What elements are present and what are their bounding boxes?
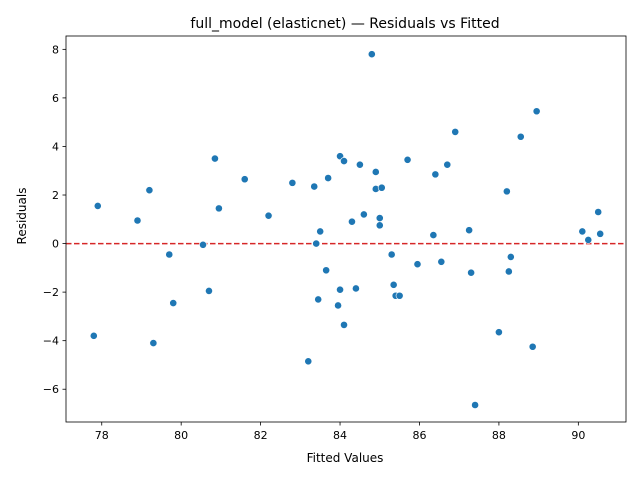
x-tick-label: 82 bbox=[254, 429, 268, 442]
data-point bbox=[578, 227, 587, 236]
data-point bbox=[429, 231, 438, 239]
data-point bbox=[584, 236, 593, 244]
data-point bbox=[506, 253, 515, 261]
data-point bbox=[367, 50, 376, 59]
data-point bbox=[375, 221, 384, 230]
data-point bbox=[264, 211, 273, 220]
data-point bbox=[211, 154, 219, 163]
data-point bbox=[356, 160, 364, 169]
data-point bbox=[205, 287, 213, 295]
data-point bbox=[465, 226, 474, 235]
data-point bbox=[310, 182, 319, 191]
data-point bbox=[413, 260, 422, 269]
data-point bbox=[316, 227, 325, 236]
data-point bbox=[336, 285, 344, 294]
x-tick-label: 78 bbox=[95, 429, 109, 442]
data-point bbox=[403, 155, 412, 164]
data-point bbox=[516, 132, 525, 141]
data-point bbox=[437, 257, 446, 266]
x-tick-label: 80 bbox=[174, 429, 188, 442]
data-point bbox=[594, 208, 603, 216]
data-point bbox=[149, 339, 158, 348]
y-tick-label: −2 bbox=[43, 286, 59, 299]
data-point bbox=[443, 160, 452, 169]
data-point bbox=[324, 174, 333, 182]
data-point bbox=[371, 168, 380, 176]
data-point bbox=[596, 229, 605, 238]
data-point bbox=[288, 178, 297, 187]
data-point bbox=[495, 328, 503, 337]
y-axis-label: Residuals bbox=[15, 188, 29, 245]
data-point bbox=[467, 268, 476, 277]
plot-area: 78 80 82 84 86 88 90 −6 −4 −2 0 2 4 6 8 bbox=[43, 35, 627, 442]
y-tick-label: −4 bbox=[43, 335, 59, 348]
x-tick-label: 90 bbox=[571, 429, 585, 442]
data-point bbox=[377, 183, 386, 192]
plot-frame bbox=[65, 35, 627, 423]
y-tick-label: −6 bbox=[43, 383, 59, 396]
data-point bbox=[389, 280, 398, 289]
y-tick-label: 0 bbox=[52, 238, 59, 251]
data-point bbox=[340, 320, 348, 329]
data-point bbox=[133, 216, 142, 225]
y-tick-label: 4 bbox=[52, 140, 59, 153]
x-tick-label: 88 bbox=[492, 429, 506, 442]
data-point bbox=[334, 301, 342, 310]
data-point bbox=[240, 175, 249, 184]
data-point bbox=[169, 299, 178, 307]
data-point bbox=[304, 357, 313, 366]
data-point bbox=[145, 186, 154, 195]
data-point bbox=[532, 107, 541, 116]
data-point bbox=[359, 210, 368, 219]
data-point bbox=[431, 170, 440, 179]
data-point bbox=[165, 250, 174, 259]
data-point bbox=[504, 267, 513, 276]
data-point bbox=[322, 266, 331, 275]
y-tick-label: 6 bbox=[52, 92, 59, 105]
y-tick-label: 2 bbox=[52, 189, 59, 202]
data-point bbox=[528, 342, 537, 351]
data-point bbox=[314, 295, 323, 304]
data-point bbox=[352, 284, 360, 293]
data-point bbox=[471, 401, 479, 409]
data-point bbox=[502, 187, 511, 196]
data-point bbox=[199, 240, 207, 249]
data-point bbox=[451, 127, 460, 136]
data-point bbox=[395, 291, 404, 300]
data-point bbox=[312, 239, 321, 248]
data-point bbox=[348, 217, 356, 226]
data-point bbox=[215, 204, 223, 213]
chart-title: full_model (elasticnet) — Residuals vs F… bbox=[190, 16, 499, 32]
data-point bbox=[340, 157, 348, 165]
x-axis-label: Fitted Values bbox=[307, 451, 384, 465]
data-point bbox=[93, 202, 102, 210]
y-tick-label: 8 bbox=[52, 43, 59, 56]
data-point bbox=[375, 214, 384, 222]
data-point bbox=[89, 331, 98, 340]
data-point bbox=[387, 250, 396, 259]
x-tick-label: 86 bbox=[412, 429, 426, 442]
x-tick-label: 84 bbox=[333, 429, 347, 442]
